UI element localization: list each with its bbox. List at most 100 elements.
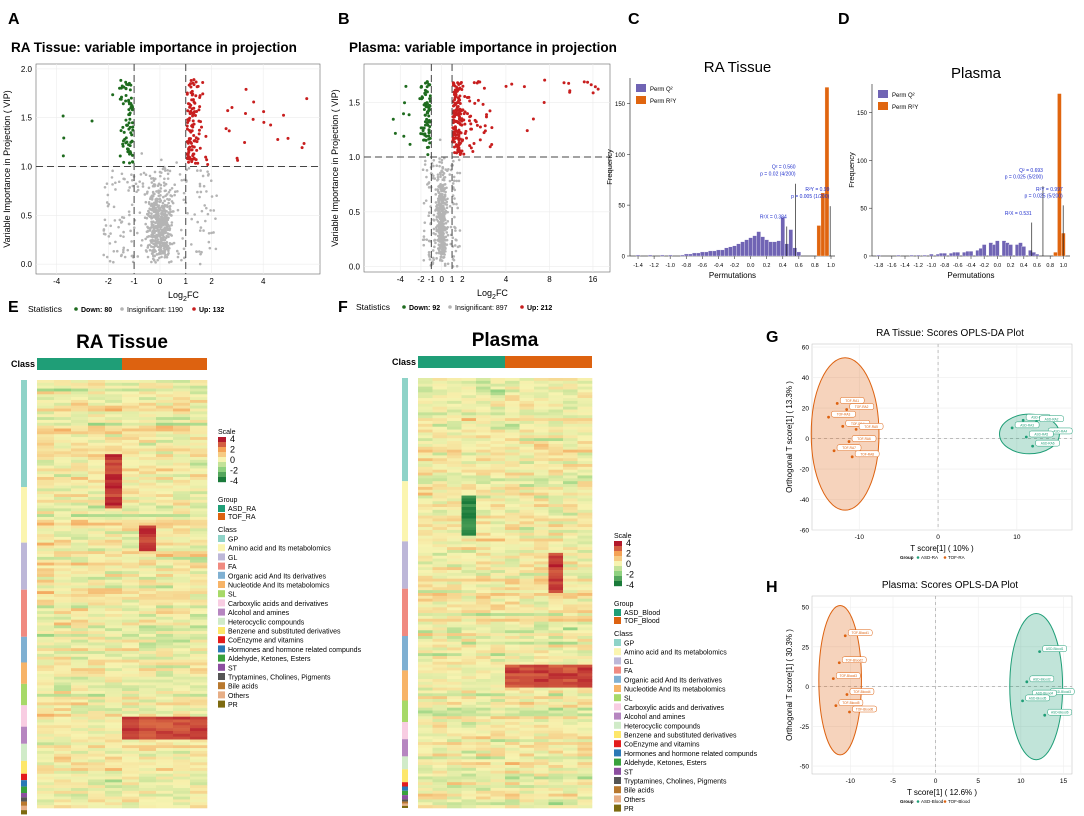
heatmap-cell — [577, 538, 593, 542]
heatmap-cell — [88, 745, 106, 749]
insignificant-point — [169, 242, 172, 246]
heatmap-cell — [418, 389, 433, 393]
heatmap-cell — [505, 593, 520, 597]
heatmap-cell — [122, 668, 140, 672]
heatmap-cell — [156, 477, 174, 481]
heatmap-cell — [432, 627, 448, 631]
insignificant-point — [425, 238, 429, 241]
heatmap-cell — [88, 488, 106, 492]
heatmap-cell — [476, 647, 491, 651]
heatmap-cell — [447, 572, 462, 577]
heatmap-cell — [519, 687, 535, 691]
heatmap-cell — [505, 472, 520, 476]
heatmap-cell — [190, 528, 208, 532]
heatmap-cell — [447, 541, 462, 545]
heatmap-cell — [37, 425, 55, 429]
heatmap-cell — [71, 477, 89, 481]
heatmap-cell — [461, 504, 477, 508]
heatmap-cell — [476, 438, 491, 442]
class-legend-swatch — [218, 571, 225, 579]
heatmap-cell — [577, 455, 593, 459]
insignificant-point — [147, 186, 151, 190]
insignificant-point — [436, 188, 440, 191]
heatmap-cell — [156, 768, 174, 772]
heatmap-cell — [139, 759, 157, 763]
insignificant-point — [424, 199, 428, 202]
heatmap-cell — [88, 733, 106, 737]
heatmap-cell — [156, 471, 174, 475]
heatmap-cell — [139, 408, 157, 412]
heatmap-cell — [476, 492, 491, 496]
insignificant-point — [150, 217, 153, 220]
insignificant-point — [438, 249, 441, 252]
heatmap-cell — [534, 547, 549, 551]
insignificant-point — [201, 174, 205, 178]
heatmap-cell — [105, 656, 123, 660]
heatmap-cell — [88, 434, 106, 438]
heatmap-cell — [37, 633, 55, 638]
heatmap-cell — [447, 426, 462, 430]
heatmap-cell — [534, 423, 549, 428]
heatmap-cell — [105, 770, 123, 775]
heatmap-cell — [88, 565, 106, 569]
heatmap-cell — [577, 615, 593, 620]
heatmap-cell — [139, 474, 157, 478]
heatmap-cell — [461, 386, 477, 390]
x-tick-label: 0.6 — [795, 263, 803, 269]
heatmap-cell — [37, 548, 55, 552]
insignificant-point — [163, 189, 167, 193]
insignificant-point — [156, 216, 160, 220]
up-point — [262, 120, 266, 124]
heatmap-cell — [122, 385, 140, 389]
insignificant-point — [138, 211, 142, 214]
up-point — [188, 137, 192, 141]
heatmap-cell — [190, 605, 208, 609]
scale-tick-label: -4 — [230, 476, 238, 486]
heatmap-cell — [139, 454, 157, 458]
heatmap-cell — [156, 699, 174, 703]
heatmap-cell — [139, 477, 157, 481]
class-bar-segment — [21, 810, 27, 815]
insignificant-point — [159, 252, 163, 255]
heatmap-cell — [190, 585, 208, 589]
up-point — [305, 97, 309, 101]
heatmap-cell — [476, 421, 491, 425]
heatmap-cell — [71, 579, 89, 583]
heatmap-cell — [534, 409, 549, 413]
heatmap-cell — [105, 725, 123, 729]
heatmap-cell — [418, 383, 433, 387]
heatmap-cell — [54, 790, 72, 795]
heatmap-cell — [37, 411, 55, 415]
heatmap-cell — [447, 613, 462, 617]
heatmap-cell — [88, 574, 106, 578]
heatmap-cell — [534, 676, 549, 680]
heatmap-cell — [476, 386, 491, 390]
heatmap-cell — [577, 699, 593, 703]
heatmap-cell — [577, 441, 593, 445]
heatmap-cell — [505, 684, 520, 688]
insignificant-point — [179, 228, 183, 232]
heatmap-cell — [54, 619, 72, 623]
heatmap-cell — [139, 488, 157, 492]
x-tick-label: 0.4 — [1020, 263, 1028, 269]
down-point — [129, 96, 133, 100]
heatmap-cell — [122, 779, 140, 783]
heatmap-cell — [461, 598, 477, 602]
heatmap-cell — [505, 524, 520, 528]
heatmap-cell — [563, 478, 578, 482]
heatmap-cell — [139, 656, 157, 660]
heatmap-cell — [190, 622, 208, 626]
heatmap-cell — [490, 532, 506, 536]
heatmap-cell — [519, 567, 535, 571]
heatmap-cell — [173, 502, 191, 506]
insignificant-point — [452, 175, 456, 179]
heatmap-cell — [122, 725, 140, 729]
down-point — [128, 144, 132, 148]
x-tick-label: -1 — [428, 275, 436, 284]
insignificant-point — [445, 186, 448, 190]
heatmap-cell — [534, 386, 549, 390]
heatmap-cell — [88, 645, 106, 649]
insignificant-point — [168, 205, 172, 208]
heatmap-cell — [519, 630, 535, 634]
heatmap-cell — [447, 386, 462, 390]
